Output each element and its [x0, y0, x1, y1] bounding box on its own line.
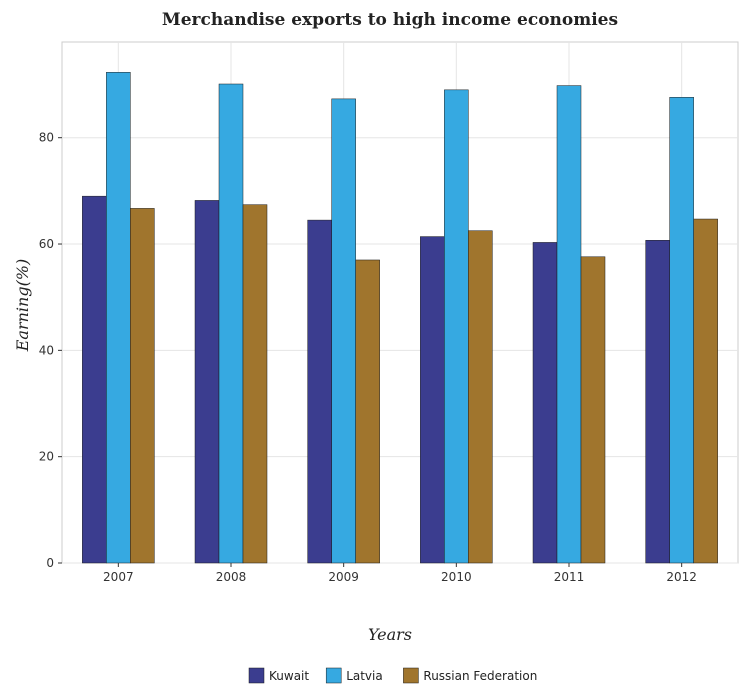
legend-label-russian-federation: Russian Federation	[423, 669, 537, 683]
legend-swatch-latvia	[325, 667, 342, 684]
legend-label-kuwait: Kuwait	[269, 669, 309, 683]
bar-kuwait-2008	[194, 200, 220, 564]
bar-russian-federation-2011	[580, 256, 606, 564]
y-tick-label: 20	[39, 450, 54, 464]
chart-title: Merchandise exports to high income econo…	[162, 10, 618, 30]
bar-latvia-2008	[218, 83, 244, 564]
legend-swatch-russian-federation	[403, 667, 419, 684]
bar-latvia-2007	[106, 72, 131, 564]
plot-frame	[61, 41, 739, 564]
y-tick-label: 40	[39, 343, 54, 357]
y-tick-label: 60	[39, 237, 54, 251]
bar-latvia-2009	[331, 98, 356, 564]
x-axis-label: Years	[368, 625, 412, 644]
x-tick-label: 2012	[666, 570, 697, 584]
x-axis: 2007 2008 2009 2010 2011 2012	[103, 563, 697, 584]
bar-latvia-2011	[556, 85, 582, 564]
bar-russian-federation-2010	[468, 230, 493, 564]
x-tick-label: 2007	[103, 570, 134, 584]
bar-kuwait-2009	[307, 219, 332, 564]
bar-russian-federation-2008	[242, 204, 268, 564]
bar-latvia-2012	[669, 97, 694, 564]
x-tick-label: 2008	[216, 570, 247, 584]
plot-area	[61, 41, 739, 564]
bar-kuwait-2007	[82, 195, 107, 564]
bar-kuwait-2011	[532, 242, 558, 564]
legend-swatch-kuwait	[248, 667, 265, 684]
legend: Kuwait Latvia Russian Federation	[248, 667, 537, 684]
y-axis: 0 20 40 60 80	[39, 131, 62, 570]
x-tick-label: 2011	[554, 570, 585, 584]
bar-latvia-2010	[444, 89, 469, 564]
bar-kuwait-2012	[645, 240, 670, 564]
y-tick-label: 80	[39, 131, 54, 145]
bar-russian-federation-2009	[355, 259, 380, 564]
y-tick-label: 0	[46, 556, 54, 570]
y-axis-label: Earning(%)	[13, 259, 32, 353]
bar-kuwait-2010	[420, 236, 445, 564]
legend-label-latvia: Latvia	[346, 669, 383, 683]
x-tick-label: 2009	[328, 570, 359, 584]
x-tick-label: 2010	[441, 570, 472, 584]
bar-russian-federation-2007	[130, 208, 155, 564]
bar-russian-federation-2012	[693, 218, 718, 564]
